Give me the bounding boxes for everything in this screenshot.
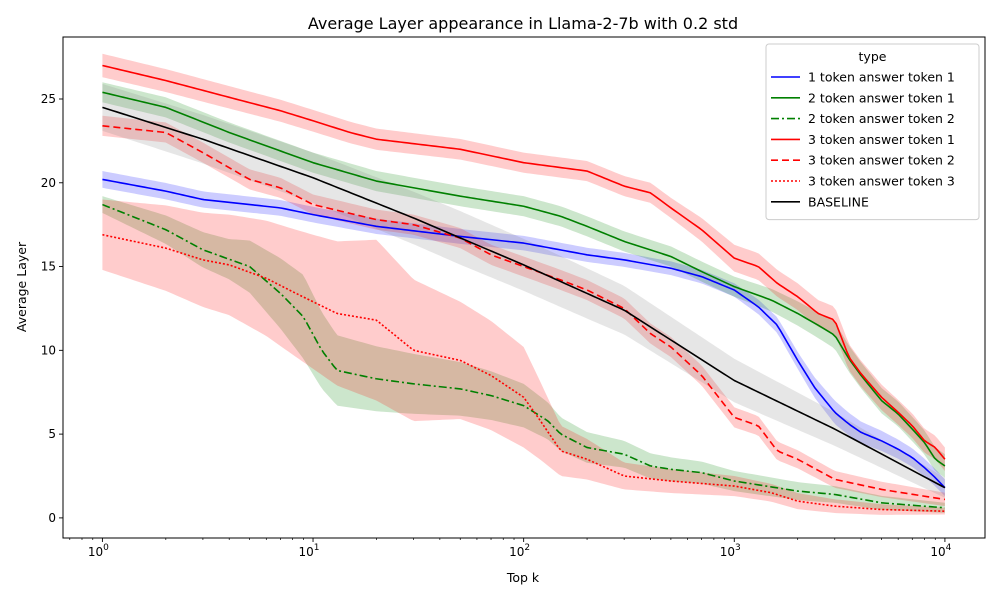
y-tick-label: 15 xyxy=(41,260,56,274)
legend-title: type xyxy=(859,49,887,64)
series-band-5 xyxy=(102,115,945,507)
x-axis: 100 101 102 103 104 xyxy=(69,538,952,559)
series-line-3 xyxy=(102,203,945,509)
series-band-1 xyxy=(102,171,945,497)
chart-title: Average Layer appearance in Llama-2-7b w… xyxy=(308,14,738,33)
legend-label: BASELINE xyxy=(808,194,869,209)
x-tick-label: 103 xyxy=(720,543,741,559)
series-band-4 xyxy=(102,53,945,471)
x-tick-label: 101 xyxy=(299,543,320,559)
series-line-7 xyxy=(102,106,946,489)
legend-label: 3 token answer token 1 xyxy=(808,132,955,147)
series-band-6 xyxy=(102,199,945,515)
y-tick-label: 25 xyxy=(41,92,56,106)
bands xyxy=(102,53,945,515)
y-axis-label: Average Layer xyxy=(14,241,29,332)
legend: type 1 token answer token 1 2 token answer… xyxy=(765,43,980,221)
y-tick-label: 5 xyxy=(48,427,56,441)
y-tick-label: 10 xyxy=(41,343,56,357)
x-axis-label: Top k xyxy=(506,570,540,585)
y-tick-label: 20 xyxy=(41,176,56,190)
legend-label: 1 token answer token 1 xyxy=(808,70,955,85)
legend-label: 2 token answer token 2 xyxy=(808,111,955,126)
x-tick-label: 104 xyxy=(930,543,951,559)
series-band-2 xyxy=(102,82,945,478)
legend-label: 2 token answer token 1 xyxy=(808,90,955,105)
legend-label: 3 token answer token 2 xyxy=(808,153,955,168)
series-line-4 xyxy=(102,64,946,460)
legend-label: 3 token answer token 3 xyxy=(808,174,955,189)
series-band-7 xyxy=(102,83,945,498)
y-axis: 0 5 10 15 20 25 xyxy=(41,92,63,525)
y-tick-label: 0 xyxy=(48,511,56,525)
series-line-1 xyxy=(102,178,946,489)
series-line-6 xyxy=(102,233,945,512)
x-tick-label: 100 xyxy=(88,543,109,559)
lines xyxy=(102,64,946,512)
plot-area: 100 101 102 103 104 0 5 10 15 20 25 xyxy=(41,36,986,559)
x-tick-label: 102 xyxy=(509,543,530,559)
series-band-3 xyxy=(102,196,945,513)
legend-box xyxy=(765,43,980,221)
series-line-2 xyxy=(102,91,946,467)
